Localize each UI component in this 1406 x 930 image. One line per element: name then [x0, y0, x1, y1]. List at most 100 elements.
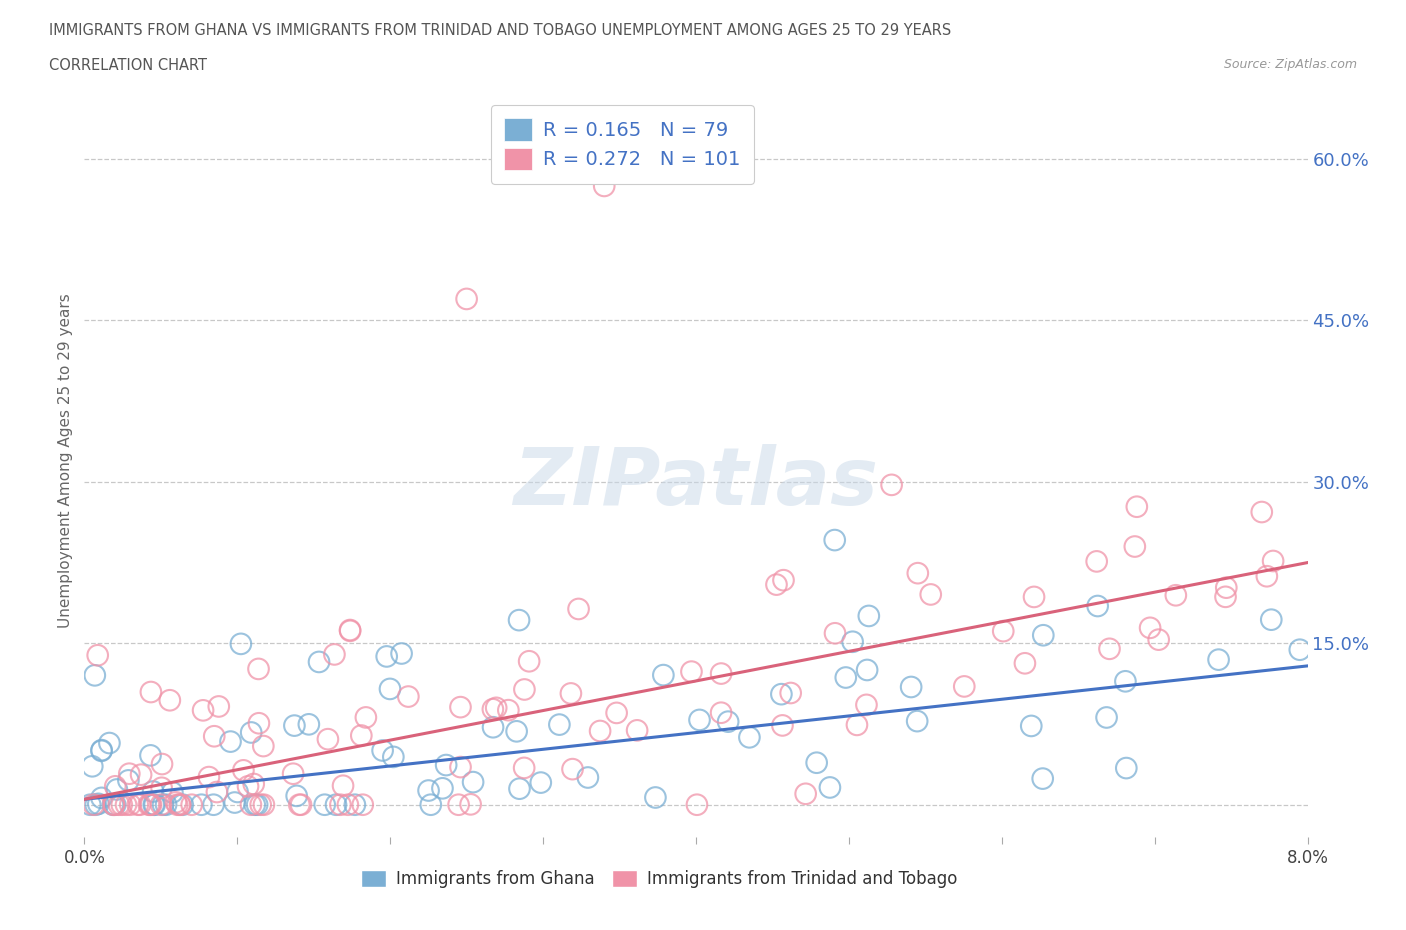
Point [82, 759, 104, 774]
Point [772, 573, 794, 588]
Point [83, 797, 105, 812]
Point [354, 710, 377, 724]
Point [567, 602, 589, 617]
Point [1014, 656, 1036, 671]
Point [806, 755, 828, 770]
Point [447, 797, 470, 812]
Point [794, 787, 817, 802]
Point [308, 655, 330, 670]
Point [150, 797, 173, 812]
Point [169, 797, 191, 812]
Point [87, 796, 110, 811]
Point [298, 717, 321, 732]
Point [1208, 652, 1230, 667]
Point [150, 757, 173, 772]
Point [198, 770, 221, 785]
Point [129, 797, 152, 812]
Point [1261, 553, 1284, 568]
Legend: Immigrants from Ghana, Immigrants from Trinidad and Tobago: Immigrants from Ghana, Immigrants from T… [353, 861, 966, 897]
Point [139, 797, 162, 812]
Point [905, 713, 928, 728]
Text: CORRELATION CHART: CORRELATION CHART [49, 58, 207, 73]
Point [689, 712, 711, 727]
Point [350, 728, 373, 743]
Point [498, 703, 520, 718]
Point [378, 682, 401, 697]
Point [450, 699, 472, 714]
Point [314, 797, 336, 812]
Point [461, 775, 484, 790]
Point [626, 723, 648, 737]
Point [907, 565, 929, 580]
Point [772, 718, 794, 733]
Point [953, 679, 976, 694]
Point [1032, 628, 1054, 643]
Point [104, 797, 127, 812]
Point [242, 777, 264, 791]
Point [560, 686, 582, 701]
Point [482, 702, 505, 717]
Point [139, 748, 162, 763]
Point [169, 797, 191, 812]
Point [644, 790, 666, 805]
Point [142, 784, 165, 799]
Text: IMMIGRANTS FROM GHANA VS IMMIGRANTS FROM TRINIDAD AND TOBAGO UNEMPLOYMENT AMONG : IMMIGRANTS FROM GHANA VS IMMIGRANTS FROM… [49, 23, 952, 38]
Point [336, 797, 359, 812]
Point [139, 684, 162, 699]
Point [606, 706, 628, 721]
Point [243, 797, 266, 812]
Point [513, 761, 536, 776]
Point [818, 780, 841, 795]
Point [1256, 569, 1278, 584]
Point [530, 775, 553, 790]
Text: Source: ZipAtlas.com: Source: ZipAtlas.com [1223, 58, 1357, 71]
Point [139, 797, 162, 812]
Point [517, 654, 540, 669]
Point [152, 797, 174, 812]
Point [1019, 719, 1042, 734]
Point [593, 179, 616, 193]
Point [1085, 554, 1108, 569]
Point [90, 743, 112, 758]
Point [1250, 505, 1272, 520]
Point [285, 789, 308, 804]
Point [90, 743, 112, 758]
Point [880, 477, 903, 492]
Point [1114, 674, 1136, 689]
Point [419, 797, 441, 812]
Point [229, 636, 252, 651]
Point [508, 613, 530, 628]
Point [236, 779, 259, 794]
Point [239, 797, 262, 812]
Point [824, 533, 846, 548]
Y-axis label: Unemployment Among Ages 25 to 29 years: Unemployment Among Ages 25 to 29 years [58, 293, 73, 628]
Point [1215, 580, 1237, 595]
Point [191, 703, 214, 718]
Point [232, 763, 254, 777]
Point [115, 797, 138, 812]
Point [202, 797, 225, 812]
Point [142, 797, 165, 812]
Point [900, 680, 922, 695]
Point [86, 648, 108, 663]
Point [710, 666, 733, 681]
Point [162, 785, 184, 800]
Point [434, 758, 457, 773]
Point [104, 779, 127, 794]
Point [824, 626, 846, 641]
Point [224, 795, 246, 810]
Point [576, 770, 599, 785]
Point [856, 662, 879, 677]
Point [208, 699, 231, 714]
Point [98, 736, 121, 751]
Point [652, 668, 675, 683]
Point [375, 649, 398, 664]
Point [779, 685, 801, 700]
Point [118, 766, 141, 781]
Point [418, 783, 440, 798]
Point [288, 797, 311, 812]
Point [1126, 499, 1149, 514]
Point [329, 797, 352, 812]
Point [505, 724, 527, 738]
Point [339, 622, 361, 637]
